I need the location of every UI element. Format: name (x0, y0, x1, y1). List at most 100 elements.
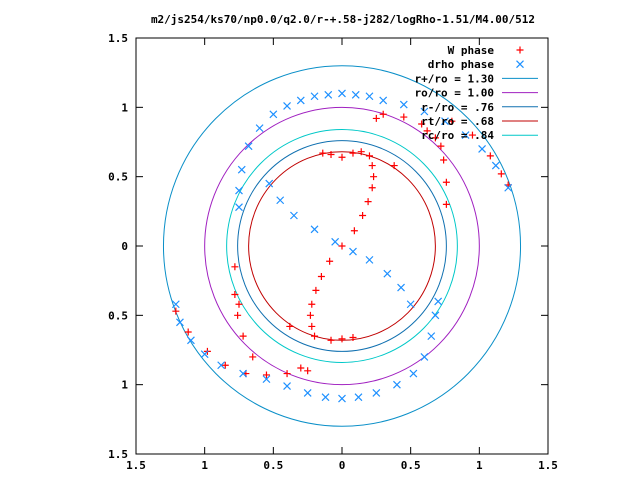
series-1-point-35 (217, 361, 226, 370)
legend-label-1: drho phase (428, 58, 495, 71)
series-0-point-19 (319, 149, 327, 157)
series-1-point-0 (265, 179, 274, 188)
series-0-point-48 (231, 291, 239, 299)
series-1-point-19 (324, 90, 333, 99)
series-0 (172, 110, 512, 379)
series-0-point-10 (312, 286, 320, 294)
series-0-point-3 (368, 184, 376, 192)
series-1-point-28 (478, 145, 487, 153)
series-0-point-38 (184, 328, 192, 336)
series-1-point-48 (431, 311, 440, 320)
y-tick-label-6: 1.5 (108, 32, 128, 45)
series-1-point-27 (461, 131, 470, 139)
series-0-point-40 (221, 361, 229, 369)
series-0-point-18 (327, 150, 335, 158)
x-tick-label-0: 1.5 (126, 459, 146, 472)
series-1-point-21 (351, 90, 360, 99)
y-tick-label-0: 1.5 (108, 448, 128, 461)
x-tick-label-2: 0.5 (263, 459, 283, 472)
series-1-point-6 (365, 255, 374, 264)
series-0-point-31 (442, 200, 450, 208)
x-tick-label-3: 0 (339, 459, 346, 472)
series-1-point-18 (310, 92, 319, 101)
series-1-point-8 (397, 283, 405, 292)
series-0-point-12 (306, 311, 314, 319)
series-1-point-14 (255, 124, 264, 133)
chart-title: m2/js254/ks70/np0.0/q2.0/r-+.58-j282/log… (151, 13, 535, 26)
series-0-point-13 (308, 322, 316, 330)
series-0-point-2 (370, 173, 378, 181)
series-1-point-32 (176, 318, 184, 327)
series-1-point-11 (235, 186, 243, 195)
series-0-point-17 (338, 153, 346, 161)
series-0-point-46 (239, 332, 247, 340)
series-1-point-12 (237, 165, 246, 174)
series-0-point-30 (442, 178, 450, 186)
series-1-point-15 (269, 110, 278, 119)
series-1-point-5 (349, 247, 357, 256)
series-1-point-22 (365, 92, 374, 101)
series-0-point-53 (304, 367, 312, 375)
series-0-point-33 (468, 131, 476, 139)
series-0-point-45 (249, 353, 257, 361)
data-series (171, 89, 513, 403)
series-1-point-26 (441, 117, 449, 126)
series-0-point-0 (365, 152, 373, 160)
legend-swatch-0 (516, 46, 524, 54)
series-0-point-23 (390, 162, 398, 170)
series-0-point-7 (338, 242, 346, 250)
series-1-point-7 (383, 269, 392, 278)
series-1-point-45 (409, 369, 418, 378)
series-1-point-1 (276, 196, 285, 205)
legend-swatch-1 (516, 60, 524, 69)
series-0-point-44 (297, 364, 305, 372)
series-1-point-46 (420, 353, 429, 361)
series-1-point-29 (491, 161, 500, 170)
series-0-point-24 (286, 322, 294, 330)
circle-1 (204, 106, 480, 386)
legend-label-3: ro/ro = 1.00 (415, 87, 494, 100)
series-0-point-11 (308, 300, 316, 308)
series-0-point-14 (311, 332, 319, 340)
series-0-point-47 (234, 311, 242, 319)
series-0-point-21 (338, 335, 346, 343)
series-1-point-43 (372, 389, 381, 397)
y-tick-label-2: 0.5 (108, 309, 128, 322)
series-0-point-8 (326, 257, 334, 265)
x-tick-label-5: 1 (476, 459, 483, 472)
series-0-point-54 (235, 300, 243, 308)
series-0-point-27 (418, 120, 426, 128)
legend-label-0: W phase (448, 44, 495, 57)
legend-label-6: rc/ro = .84 (421, 129, 494, 142)
series-0-point-6 (350, 227, 358, 235)
legend-label-5: rt/ro = .68 (421, 115, 494, 128)
y-tick-label-1: 1 (121, 379, 128, 392)
series-0-point-34 (486, 152, 494, 160)
series-1-point-13 (244, 142, 253, 151)
circle-4 (226, 129, 458, 363)
series-1-point-25 (420, 107, 429, 116)
series-0-point-15 (357, 148, 365, 156)
series-0-point-16 (349, 149, 357, 157)
series-1-point-34 (200, 350, 209, 359)
series-0-point-1 (368, 162, 376, 170)
series-1-point-9 (406, 300, 415, 309)
series-1-point-23 (379, 96, 388, 105)
x-tick-label-1: 1 (201, 459, 208, 472)
series-1-point-30 (504, 183, 513, 192)
series-0-point-22 (349, 334, 357, 342)
series-1-point-37 (262, 375, 271, 384)
series-1-point-49 (434, 297, 443, 306)
legend-label-4: r-/ro = .76 (421, 101, 494, 114)
series-0-point-25 (379, 110, 387, 118)
series-1-point-2 (290, 211, 298, 220)
series-1-point-4 (331, 237, 340, 246)
series-1-point-39 (303, 389, 312, 397)
series-0-point-20 (327, 336, 335, 344)
series-0-point-42 (262, 371, 270, 379)
x-tick-label-4: 0.5 (401, 459, 421, 472)
y-tick-label-4: 0.5 (108, 171, 128, 184)
series-0-point-37 (172, 307, 180, 315)
